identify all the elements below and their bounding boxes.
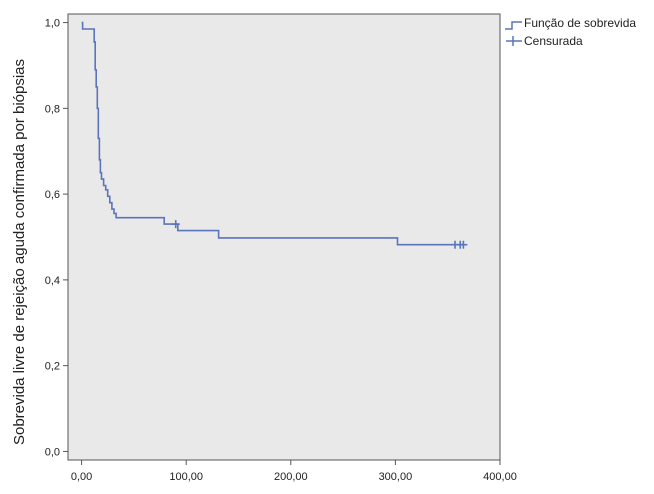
x-tick-label: 200,00	[274, 471, 308, 483]
survival-function-line	[81, 21, 465, 246]
y-axis-label: Sobrevida livre de rejeição aguda confir…	[11, 59, 28, 445]
x-axis: 0,00 100,00 200,00 300,00 400,00	[71, 460, 517, 483]
legend-item-survival: Função de sobrevida	[505, 16, 636, 30]
x-tick-label: 0,00	[71, 471, 92, 483]
x-tick-label: 300,00	[379, 471, 413, 483]
legend-item-censored: Censurada	[506, 34, 583, 48]
legend-step-icon	[505, 21, 522, 30]
legend: Função de sobrevida Censurada	[505, 16, 636, 48]
y-tick-label: 0,8	[45, 103, 60, 115]
y-axis: 0,0 0,2 0,4 0,6 0,8 1,0	[45, 18, 68, 458]
censored-marker	[171, 220, 180, 229]
y-tick-label: 0,4	[45, 275, 60, 287]
legend-label-censored: Censurada	[524, 34, 583, 48]
x-tick-label: 100,00	[169, 471, 203, 483]
censored-marker	[459, 240, 468, 249]
legend-label-survival: Função de sobrevida	[524, 16, 636, 30]
y-tick-label: 0,6	[45, 189, 60, 201]
x-tick-label: 400,00	[483, 471, 517, 483]
plot-area	[67, 13, 501, 461]
y-tick-label: 0,2	[45, 361, 60, 373]
series-layer	[81, 21, 468, 249]
y-tick-label: 0,0	[45, 446, 60, 458]
y-tick-label: 1,0	[45, 18, 60, 30]
